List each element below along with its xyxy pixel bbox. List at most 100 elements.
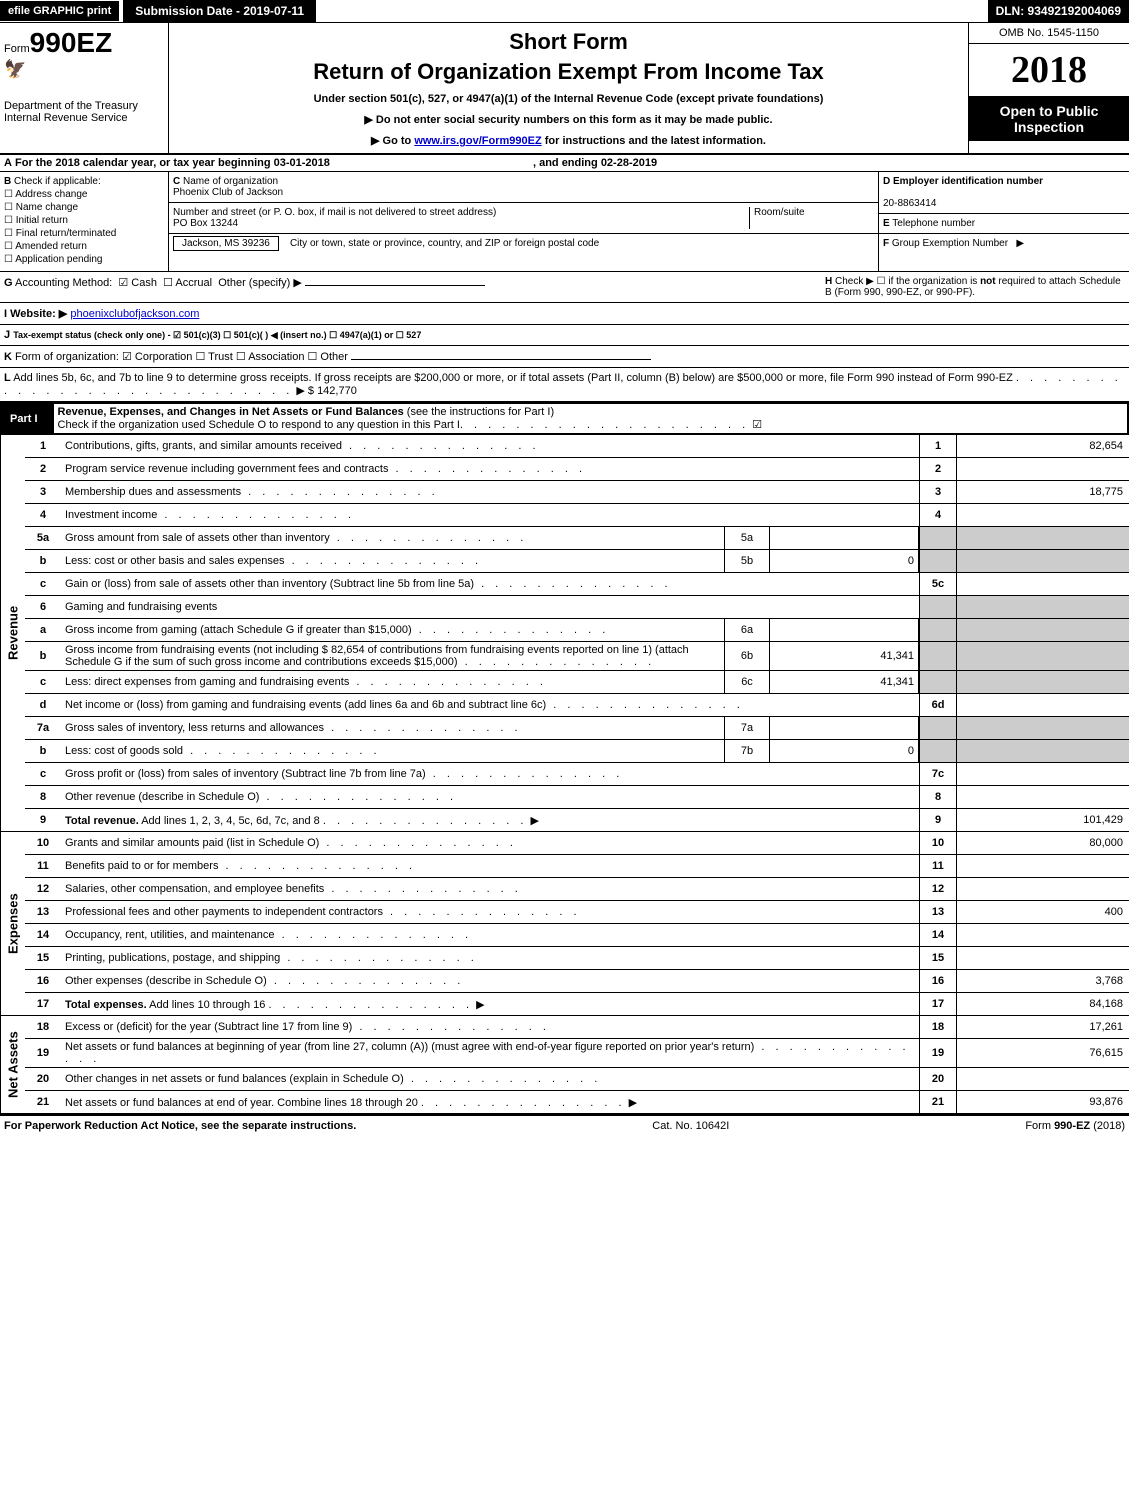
line-number: 8 xyxy=(25,789,61,805)
line-description: Salaries, other compensation, and employ… xyxy=(61,881,919,897)
part1-title: Revenue, Expenses, and Changes in Net As… xyxy=(58,406,404,418)
short-form-title: Short Form xyxy=(175,29,962,55)
result-line-number: 12 xyxy=(919,878,956,900)
line-number: 17 xyxy=(25,996,61,1012)
check-address-change[interactable]: ☐ Address change xyxy=(4,189,164,200)
line-description: Grants and similar amounts paid (list in… xyxy=(61,835,919,851)
page-footer: For Paperwork Reduction Act Notice, see … xyxy=(0,1114,1129,1136)
form-header: Form990EZ 🦅 Department of the Treasury I… xyxy=(0,23,1129,155)
result-line-number: 5c xyxy=(919,573,956,595)
section-a-label: A xyxy=(4,157,12,169)
table-row: 10Grants and similar amounts paid (list … xyxy=(25,832,1129,855)
cash-option[interactable]: Cash xyxy=(131,277,157,289)
check-initial-return[interactable]: ☐ Initial return xyxy=(4,215,164,226)
goto-link[interactable]: www.irs.gov/Form990EZ xyxy=(414,135,541,147)
shaded-cell xyxy=(919,740,956,762)
result-line-number: 1 xyxy=(919,435,956,457)
box-f-title: Group Exemption Number xyxy=(892,238,1008,249)
row-h: H Check ▶ ☐ if the organization is not r… xyxy=(825,276,1125,298)
return-title: Return of Organization Exempt From Incom… xyxy=(175,59,962,85)
shaded-cell xyxy=(919,717,956,739)
row-j-label: J xyxy=(4,329,10,341)
netassets-side-label: Net Assets xyxy=(0,1016,25,1113)
footer-left: For Paperwork Reduction Act Notice, see … xyxy=(4,1120,356,1132)
row-j-text: Tax-exempt status (check only one) - ☑ 5… xyxy=(13,330,421,340)
row-g: G Accounting Method: ☑ Cash ☐ Accrual Ot… xyxy=(4,276,825,298)
check-name-change[interactable]: ☐ Name change xyxy=(4,202,164,213)
line-number: 18 xyxy=(25,1019,61,1035)
line-number: 9 xyxy=(25,812,61,828)
other-option[interactable]: Other (specify) ▶ xyxy=(218,277,302,289)
line-description: Gross profit or (loss) from sales of inv… xyxy=(61,766,919,782)
box-c-title: Name of organization xyxy=(183,176,278,187)
table-row: 19Net assets or fund balances at beginni… xyxy=(25,1039,1129,1068)
result-value: 93,876 xyxy=(956,1091,1129,1113)
line-number: b xyxy=(25,743,61,759)
check-final-return[interactable]: ☐ Final return/terminated xyxy=(4,228,164,239)
box-d-title: Employer identification number xyxy=(893,176,1043,187)
irs-eagle-icon: 🦅 xyxy=(4,59,164,80)
table-row: 3Membership dues and assessments . . . .… xyxy=(25,481,1129,504)
row-j: J Tax-exempt status (check only one) - ☑… xyxy=(0,325,1129,346)
footer-mid: Cat. No. 10642I xyxy=(652,1120,729,1132)
table-row: 18Excess or (deficit) for the year (Subt… xyxy=(25,1016,1129,1039)
box-b: B Check if applicable: ☐ Address change … xyxy=(0,172,169,271)
result-value: 82,654 xyxy=(956,435,1129,457)
table-row: cGain or (loss) from sale of assets othe… xyxy=(25,573,1129,596)
sub-value xyxy=(770,717,919,739)
line-description: Membership dues and assessments . . . . … xyxy=(61,484,919,500)
line-number: 21 xyxy=(25,1094,61,1110)
sub-line-number: 5b xyxy=(724,550,770,572)
box-e-title: Telephone number xyxy=(892,218,975,229)
table-row: 11Benefits paid to or for members . . . … xyxy=(25,855,1129,878)
result-value xyxy=(956,458,1129,480)
row-l: L Add lines 5b, 6c, and 7b to line 9 to … xyxy=(0,368,1129,402)
result-line-number: 7c xyxy=(919,763,956,785)
line-number: 14 xyxy=(25,927,61,943)
line-number: 2 xyxy=(25,461,61,477)
table-row: 8Other revenue (describe in Schedule O) … xyxy=(25,786,1129,809)
line-number: 15 xyxy=(25,950,61,966)
table-row: 13Professional fees and other payments t… xyxy=(25,901,1129,924)
result-line-number: 10 xyxy=(919,832,956,854)
revenue-side-label: Revenue xyxy=(0,435,25,831)
line-description: Less: direct expenses from gaming and fu… xyxy=(61,674,724,690)
accrual-option[interactable]: Accrual xyxy=(175,277,212,289)
city-value: Jackson, MS 39236 xyxy=(173,236,279,251)
line-description: Total revenue. Add lines 1, 2, 3, 4, 5c,… xyxy=(61,812,919,829)
line-number: 5a xyxy=(25,530,61,546)
line-description: Net assets or fund balances at end of ye… xyxy=(61,1094,919,1111)
addr-value: PO Box 13244 xyxy=(173,218,238,229)
line-number: 3 xyxy=(25,484,61,500)
form-prefix: Form xyxy=(4,43,30,55)
line-number: b xyxy=(25,648,61,664)
line-number: 16 xyxy=(25,973,61,989)
part1-title-wrap: Revenue, Expenses, and Changes in Net As… xyxy=(54,404,1127,433)
row-i: I Website: ▶ phoenixclubofjackson.com xyxy=(0,303,1129,325)
check-application-pending[interactable]: ☐ Application pending xyxy=(4,254,164,265)
result-value xyxy=(956,786,1129,808)
result-value xyxy=(956,573,1129,595)
footer-right: Form 990-EZ (2018) xyxy=(1025,1120,1125,1132)
shaded-cell xyxy=(919,642,956,670)
line-number: 10 xyxy=(25,835,61,851)
shaded-cell xyxy=(956,717,1129,739)
line-description: Net assets or fund balances at beginning… xyxy=(61,1039,919,1067)
result-line-number: 17 xyxy=(919,993,956,1015)
sub-value: 0 xyxy=(770,550,919,572)
row-k-text: Form of organization: ☑ Corporation ☐ Tr… xyxy=(15,351,348,363)
efile-print-button[interactable]: efile GRAPHIC print xyxy=(0,1,119,21)
shaded-cell xyxy=(956,527,1129,549)
table-row: aGross income from gaming (attach Schedu… xyxy=(25,619,1129,642)
line-description: Gain or (loss) from sale of assets other… xyxy=(61,576,919,592)
line-number: c xyxy=(25,674,61,690)
check-amended-return[interactable]: ☐ Amended return xyxy=(4,241,164,252)
table-row: 12Salaries, other compensation, and empl… xyxy=(25,878,1129,901)
line-description: Printing, publications, postage, and shi… xyxy=(61,950,919,966)
line-description: Total expenses. Add lines 10 through 16 … xyxy=(61,996,919,1013)
line-number: 6 xyxy=(25,599,61,615)
box-right: D Employer identification number 20-8863… xyxy=(878,172,1129,271)
website-link[interactable]: phoenixclubofjackson.com xyxy=(70,308,199,320)
shaded-cell xyxy=(919,596,956,618)
shaded-cell xyxy=(956,619,1129,641)
